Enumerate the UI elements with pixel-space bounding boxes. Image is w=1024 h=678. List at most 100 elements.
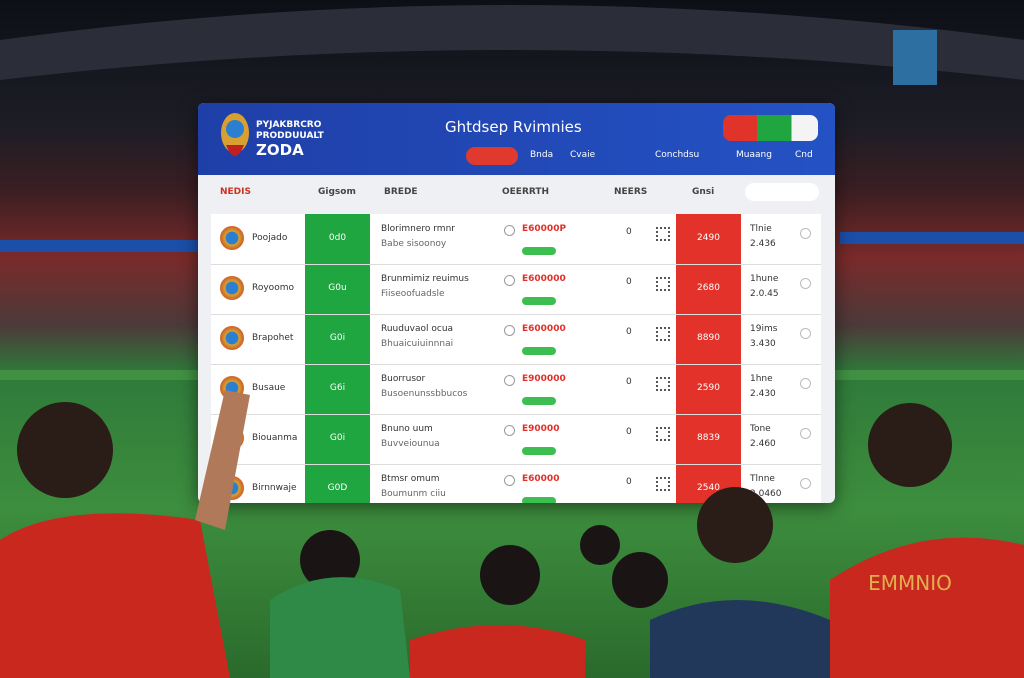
- match-line: Buvveiounua: [381, 439, 440, 449]
- right-line: Tlnie: [750, 224, 772, 234]
- match-line: Babe sisoonoy: [381, 239, 447, 249]
- info-icon[interactable]: [800, 328, 811, 339]
- team-badge: [220, 226, 244, 250]
- nav-link[interactable]: Bnda: [530, 150, 554, 160]
- fan-head: [697, 487, 773, 563]
- qr-icon: [656, 277, 670, 291]
- scoreboard-panel: PYJAKBRCRO PRODDUUALT ZODA Ghtdsep Rvimn…: [198, 103, 835, 503]
- radio[interactable]: [504, 225, 515, 236]
- red-value: 2680: [697, 283, 720, 293]
- team-name: Royoomo: [252, 283, 294, 293]
- red-value: 2590: [697, 383, 720, 393]
- red-value: 8890: [697, 333, 720, 343]
- fan-shirt: [410, 625, 585, 678]
- radio[interactable]: [504, 325, 515, 336]
- fan-arm: [195, 390, 250, 530]
- red-value: 2490: [697, 233, 720, 243]
- count: 0: [626, 377, 632, 387]
- nav-link[interactable]: Conchdsu: [655, 150, 700, 160]
- green-value: 0d0: [328, 233, 347, 243]
- fan-shirt: [830, 537, 1024, 678]
- team-name: Poojado: [252, 233, 288, 243]
- info-icon[interactable]: [800, 378, 811, 389]
- right-line: 1hne: [750, 374, 773, 384]
- radio[interactable]: [504, 425, 515, 436]
- qr-icon: [656, 327, 670, 341]
- count: 0: [626, 227, 632, 237]
- logo-text: PYJAKBRCRO: [256, 120, 322, 130]
- green-value: G6i: [329, 383, 346, 393]
- fan-shirt: [0, 513, 230, 678]
- nav-link[interactable]: Cnd: [795, 150, 813, 160]
- qr-icon: [656, 427, 670, 441]
- match-line: Boumunm ciiu: [381, 489, 446, 499]
- column-header: Gnsi: [692, 187, 715, 197]
- odds: E600000: [522, 324, 566, 334]
- green-value: G0i: [329, 333, 346, 343]
- count: 0: [626, 327, 632, 337]
- match-line: Ruuduvaol ocua: [381, 324, 454, 334]
- info-icon[interactable]: [800, 478, 811, 489]
- panel-header: PYJAKBRCRO PRODDUUALT ZODA Ghtdsep Rvimn…: [198, 103, 835, 175]
- green-column: [305, 214, 370, 503]
- column-header: NEERS: [614, 187, 648, 197]
- right-line: Tlnne: [750, 474, 775, 484]
- right-line: 2.0.45: [750, 289, 779, 299]
- row-divider: [211, 314, 821, 315]
- info-icon[interactable]: [800, 428, 811, 439]
- flag-toggle[interactable]: [723, 115, 818, 141]
- ad-board: [0, 240, 200, 252]
- crowd-heads: [300, 525, 668, 608]
- match-line: Busoenunssbbucos: [381, 389, 468, 399]
- red-value: 2540: [697, 483, 720, 493]
- right-line: 2.0460: [750, 489, 782, 499]
- row-divider: [211, 414, 821, 415]
- match-line: Fiiseoofuadsle: [381, 289, 445, 299]
- search-box[interactable]: [745, 183, 819, 201]
- jersey-text: EMMNIO: [868, 571, 952, 595]
- nav-link[interactable]: Cvaie: [570, 150, 596, 160]
- odds: E60000P: [522, 224, 567, 234]
- odds: E600000: [522, 274, 566, 284]
- team-badge: [220, 326, 244, 350]
- qr-icon: [656, 377, 670, 391]
- column-header: NEDIS: [220, 187, 251, 197]
- qr-icon: [656, 477, 670, 491]
- column-header: OEERRTH: [502, 187, 550, 197]
- status-pill: [522, 447, 556, 455]
- right-line: 19ims: [750, 324, 778, 334]
- row-divider: [211, 264, 821, 265]
- right-line: 2.430: [750, 389, 776, 399]
- radio[interactable]: [504, 375, 515, 386]
- nav-pill[interactable]: [466, 147, 518, 165]
- qr-icon: [656, 227, 670, 241]
- info-icon[interactable]: [800, 228, 811, 239]
- status-pill: [522, 497, 556, 503]
- logo-text: PRODDUUALT: [256, 131, 324, 141]
- match-line: Buorrusor: [381, 374, 426, 384]
- odds: E60000: [522, 474, 560, 484]
- right-line: Tone: [750, 424, 771, 434]
- status-pill: [522, 397, 556, 405]
- team-name: Brapohet: [252, 333, 294, 343]
- radio[interactable]: [504, 475, 515, 486]
- column-header: BREDE: [384, 187, 418, 197]
- right-line: 3.430: [750, 339, 776, 349]
- green-value: G0u: [328, 283, 347, 293]
- screen: [893, 30, 937, 85]
- fan-head: [868, 403, 952, 487]
- right-line: 2.460: [750, 439, 776, 449]
- row-divider: [211, 364, 821, 365]
- status-pill: [522, 297, 556, 305]
- team-badge: [220, 276, 244, 300]
- radio[interactable]: [504, 275, 515, 286]
- team-name: Birnnwaje: [252, 483, 297, 493]
- column-header: Gigsom: [318, 187, 356, 197]
- nav-link[interactable]: Muaang: [736, 150, 772, 160]
- red-value: 8839: [697, 433, 720, 443]
- info-icon[interactable]: [800, 278, 811, 289]
- ad-board: [840, 232, 1024, 244]
- count: 0: [626, 427, 632, 437]
